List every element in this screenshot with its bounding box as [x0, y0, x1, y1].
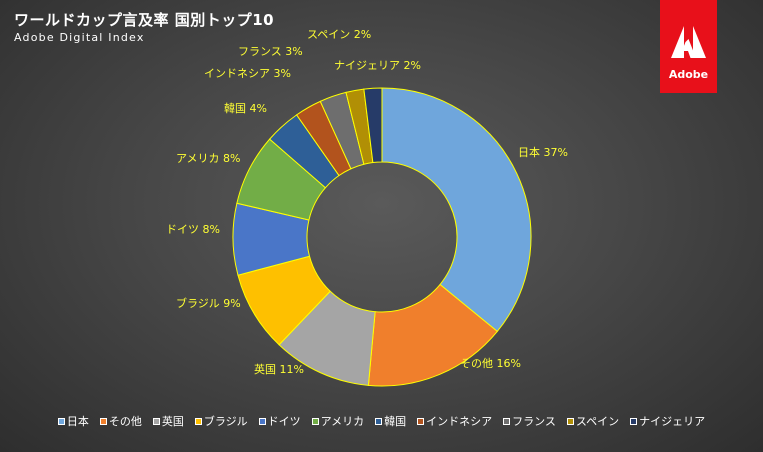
legend-item-9: スペイン: [566, 413, 620, 429]
legend-swatch-6: [375, 417, 383, 425]
legend-item-3: ブラジル: [194, 413, 248, 429]
adobe-a-icon: [671, 26, 706, 58]
data-label-9: スペイン 2%: [307, 28, 371, 41]
chart-slices: [232, 87, 532, 387]
legend-item-8: フランス: [503, 413, 556, 429]
data-label-6: 韓国 4%: [224, 102, 267, 115]
legend-label-10: ナイジェリア: [639, 415, 706, 428]
chart-legend: 日本 その他 英国 ブラジル ドイツ アメリカ 韓国 インドネシア フランス スペイン ナイジェリア: [0, 413, 763, 429]
legend-label-0: 日本: [66, 415, 89, 428]
legend-item-4: ドイツ: [258, 413, 301, 429]
legend-item-6: 韓国: [375, 413, 406, 429]
chart-subtitle: Adobe Digital Index: [14, 31, 145, 44]
legend-label-6: 韓国: [384, 415, 407, 428]
data-label-10: ナイジェリア 2%: [334, 59, 421, 72]
legend-label-5: アメリカ: [320, 415, 365, 428]
legend-swatch-8: [503, 417, 511, 425]
legend-swatch-3: [194, 417, 202, 425]
data-label-4: ドイツ 8%: [166, 223, 220, 236]
legend-swatch-9: [566, 417, 574, 425]
legend-swatch-2: [152, 417, 160, 425]
data-label-7: インドネシア 3%: [204, 67, 291, 80]
legend-item-1: その他: [99, 413, 142, 429]
legend-label-7: インドネシア: [426, 415, 493, 428]
legend-swatch-4: [258, 417, 266, 425]
chart-data-labels: 日本 37% その他 16% 英国 11% ブラジル 9% ドイツ 8% アメリカ 8% 韓…: [166, 28, 568, 376]
legend-item-7: インドネシア: [417, 413, 492, 429]
legend-swatch-5: [311, 417, 319, 425]
legend-swatch-7: [417, 417, 425, 425]
slice-10: [363, 87, 383, 164]
slice-0: [381, 87, 532, 333]
data-label-2: 英国 11%: [254, 362, 304, 376]
legend-label-4: ドイツ: [267, 415, 301, 428]
adobe-logo-text: Adobe: [668, 68, 709, 81]
legend-item-5: アメリカ: [311, 413, 365, 429]
data-label-3: ブラジル 9%: [176, 296, 241, 310]
legend-swatch-1: [99, 417, 107, 425]
legend-item-10: ナイジェリア: [630, 413, 705, 429]
chart-title: ワールドカップ言及率 国別トップ10: [14, 11, 275, 29]
legend-item-0: 日本: [57, 413, 89, 429]
adobe-logo: Adobe: [660, 0, 717, 93]
legend-swatch-0: [57, 417, 65, 425]
data-label-0: 日本 37%: [518, 145, 568, 159]
legend-swatch-10: [630, 417, 638, 425]
legend-label-9: スペイン: [575, 415, 620, 428]
legend-item-2: 英国: [152, 413, 184, 429]
data-label-5: アメリカ 8%: [176, 152, 240, 165]
legend-label-1: その他: [108, 415, 142, 428]
data-label-8: フランス 3%: [238, 45, 303, 58]
legend-label-2: 英国: [161, 415, 184, 428]
legend-label-3: ブラジル: [203, 415, 248, 428]
legend-label-8: フランス: [512, 415, 556, 428]
data-label-1: その他 16%: [460, 357, 521, 370]
